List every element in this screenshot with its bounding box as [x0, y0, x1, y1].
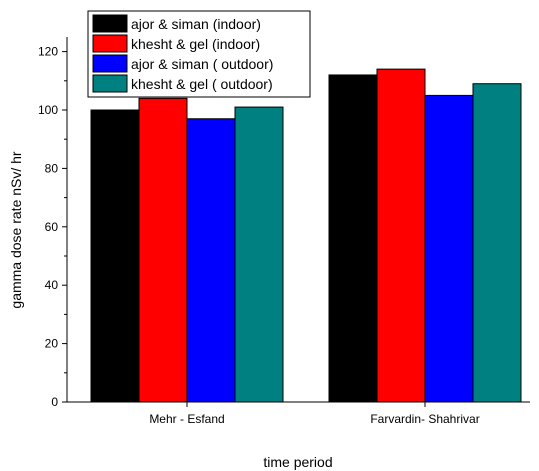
- y-axis-title: gamma dose rate nSv/ hr: [8, 151, 24, 309]
- bar-1-3: [186, 118, 236, 403]
- bar-1-1: [90, 109, 140, 403]
- bar-2-2: [376, 68, 426, 403]
- legend-label: khesht & gel (indoor): [131, 36, 260, 52]
- legend-swatch: [92, 34, 128, 53]
- x-axis-title: time period: [263, 454, 332, 470]
- bar-2-1: [328, 74, 378, 403]
- y-tick-label: 40: [45, 278, 59, 292]
- axes-layer: 0 20 40 60 80 100 120 Mehr - Esfand Farvardin- S…: [38, 37, 530, 426]
- y-tick-label: 80: [45, 161, 59, 175]
- legend-label: ajor & siman (indoor): [131, 16, 261, 32]
- y-tick-label: 120: [38, 45, 58, 59]
- y-tick-label: 60: [45, 220, 59, 234]
- bar-1-2: [138, 97, 188, 403]
- bar-2-3: [424, 94, 474, 403]
- bar-1-4: [234, 106, 284, 403]
- bars-layer: [90, 68, 522, 403]
- legend: ajor & siman (indoor) khesht & gel (indoo…: [87, 10, 311, 98]
- legend-swatch: [92, 74, 128, 93]
- y-tick-label: 20: [45, 337, 59, 351]
- y-tick-label: 0: [51, 395, 58, 409]
- legend-label: khesht & gel ( outdoor): [131, 76, 273, 92]
- legend-swatch: [92, 14, 128, 33]
- x-tick-label: Mehr - Esfand: [149, 412, 224, 426]
- y-tick-label: 100: [38, 103, 58, 117]
- bar-2-4: [472, 83, 522, 403]
- legend-swatch: [92, 54, 128, 73]
- legend-label: ajor & siman ( outdoor): [131, 56, 273, 72]
- x-tick-label: Farvardin- Shahrivar: [370, 412, 479, 426]
